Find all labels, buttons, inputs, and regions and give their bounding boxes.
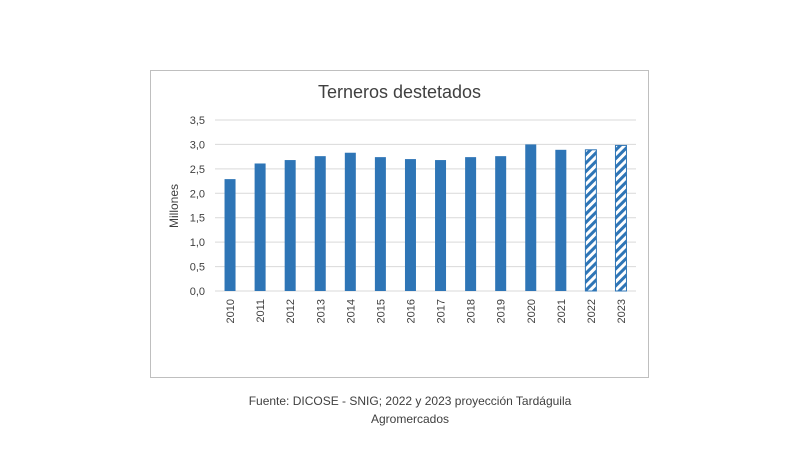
x-tick-label: 2021 (556, 299, 568, 323)
bar-2020 (525, 144, 537, 291)
x-tick-label: 2020 (526, 299, 538, 323)
y-tick-label: 0,0 (190, 286, 205, 298)
bar-2012 (284, 160, 296, 291)
x-tick-label: 2022 (586, 299, 598, 323)
chart-frame (150, 70, 649, 378)
y-tick-label: 2,0 (190, 188, 205, 200)
bar-2013 (314, 156, 326, 291)
x-tick-label: 2010 (225, 299, 237, 323)
y-axis-label: Millones (167, 184, 181, 228)
bar-2021 (555, 149, 567, 291)
bar-2017 (435, 160, 447, 291)
bar-2014 (344, 152, 356, 291)
y-tick-label: 1,5 (190, 213, 205, 225)
y-tick-label: 2,5 (190, 164, 205, 176)
x-tick-label: 2013 (315, 299, 327, 323)
caption-line-2: Agromercados (370, 412, 450, 426)
bar-2016 (404, 159, 416, 291)
x-tick-label: 2019 (496, 299, 508, 323)
y-tick-label: 3,0 (190, 139, 205, 151)
y-tick-label: 1,0 (190, 237, 205, 249)
bar-2023 (614, 144, 627, 292)
x-tick-label: 2014 (345, 299, 357, 323)
x-tick-label: 2012 (285, 299, 297, 323)
bar-2018 (465, 157, 477, 291)
x-tick-label: 2011 (255, 299, 267, 323)
bar-2011 (254, 163, 266, 291)
chart-title: Terneros destetados (317, 82, 482, 102)
x-tick-label: 2017 (436, 299, 448, 323)
caption-line-1: Fuente: DICOSE - SNIG; 2022 y 2023 proye… (248, 394, 572, 408)
bar-2022 (584, 149, 597, 292)
x-tick-label: 2023 (616, 299, 628, 323)
bar-2010 (224, 179, 236, 291)
source-caption: Fuente: DICOSE - SNIG; 2022 y 2023 proye… (200, 392, 620, 428)
x-tick-label: 2015 (375, 299, 387, 323)
y-tick-label: 3,5 (190, 115, 205, 127)
bar-2015 (374, 157, 386, 291)
x-tick-label: 2016 (405, 299, 417, 323)
bar-2019 (495, 156, 507, 291)
x-tick-label: 2018 (466, 299, 478, 323)
y-tick-label: 0,5 (190, 262, 205, 274)
